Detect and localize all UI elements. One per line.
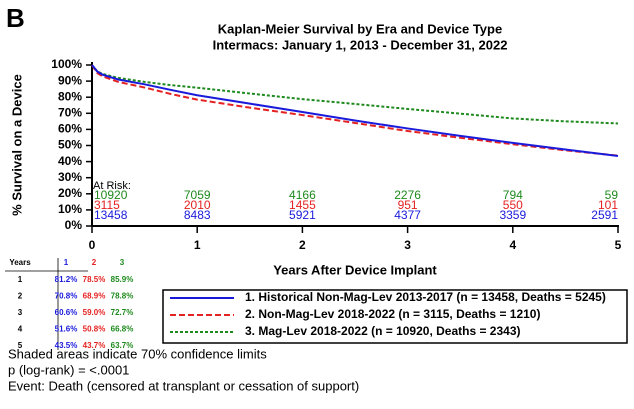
x-tick-label: 0 [89, 238, 96, 252]
x-tick-label: 3 [404, 238, 411, 252]
chart-subtitle: Intermacs: January 1, 2013 - December 31… [213, 37, 508, 52]
footnote: Event: Death (censored at transplant or … [8, 378, 359, 393]
legend-label: 2. Non-Mag-Lev 2018-2022 (n = 3115, Deat… [245, 307, 540, 321]
at-risk-count: 2591 [591, 208, 618, 222]
x-axis-label: Years After Device Implant [273, 262, 437, 277]
footnote: Shaded areas indicate 70% confidence lim… [8, 346, 267, 361]
at-risk-count: 13458 [94, 208, 128, 222]
table-header: 1 [64, 258, 69, 267]
x-tick-label: 2 [299, 238, 306, 252]
at-risk-count: 8483 [184, 208, 211, 222]
table-cell: 81.2% [55, 275, 78, 284]
x-tick-label: 1 [194, 238, 201, 252]
table-cell: 60.6% [55, 308, 78, 317]
at-risk-count: 7059 [184, 188, 211, 202]
at-risk-label: At Risk: [93, 180, 131, 192]
at-risk-count: 10920 [94, 188, 128, 202]
at-risk-count: 550 [503, 198, 523, 212]
y-tick-label: 10% [58, 202, 82, 216]
table-cell: 43.7% [83, 341, 106, 350]
x-tick-label: 5 [615, 238, 622, 252]
panel-label: B [6, 3, 25, 33]
y-axis-label: % Survival on a Device [9, 74, 24, 216]
y-tick-label: 100% [51, 57, 82, 71]
legend-box [162, 289, 628, 344]
x-tick-label: 4 [509, 238, 516, 252]
at-risk-count: 3359 [499, 208, 526, 222]
legend-label: 3. Mag-Lev 2018-2022 (n = 10920, Deaths … [245, 324, 521, 338]
survival-line [91, 64, 619, 157]
at-risk-count: 101 [598, 198, 618, 212]
table-header: 3 [120, 258, 125, 267]
legend-label: 1. Historical Non-Mag-Lev 2013-2017 (n =… [245, 290, 606, 304]
survival-line [91, 64, 619, 125]
survival-line [91, 64, 619, 157]
table-cell: 3 [18, 308, 23, 317]
at-risk-count: 951 [398, 198, 418, 212]
y-tick-label: 50% [58, 138, 82, 152]
at-risk-count: 4377 [394, 208, 421, 222]
table-cell: 72.7% [111, 308, 134, 317]
y-tick-label: 0% [65, 218, 83, 232]
at-risk-count: 4166 [289, 188, 316, 202]
table-cell: 2 [18, 292, 23, 301]
y-tick-label: 40% [58, 154, 82, 168]
at-risk-count: 3115 [94, 198, 120, 212]
table-cell: 66.8% [111, 325, 134, 334]
table-cell: 5 [18, 341, 23, 350]
table-cell: 63.7% [111, 341, 134, 350]
at-risk-count: 794 [503, 188, 523, 202]
at-risk-count: 2276 [394, 188, 421, 202]
table-cell: 50.8% [83, 325, 106, 334]
table-cell: 85.9% [111, 275, 134, 284]
table-cell: 68.9% [83, 292, 106, 301]
chart-title: Kaplan-Meier Survival by Era and Device … [218, 21, 502, 36]
footnote: p (log-rank) = <.0001 [8, 362, 129, 377]
table-cell: 51.6% [55, 325, 78, 334]
at-risk-count: 5921 [289, 208, 316, 222]
table-header: Years [9, 258, 31, 267]
at-risk-count: 1455 [289, 198, 316, 212]
y-tick-label: 90% [58, 73, 82, 87]
y-tick-label: 80% [58, 89, 82, 103]
at-risk-count: 59 [605, 188, 619, 202]
table-cell: 78.8% [111, 292, 134, 301]
y-tick-label: 70% [58, 105, 82, 119]
y-tick-label: 30% [58, 170, 82, 184]
at-risk-count: 2010 [184, 198, 211, 212]
table-header: 2 [92, 258, 97, 267]
y-tick-label: 20% [58, 186, 82, 200]
table-cell: 78.5% [83, 275, 106, 284]
table-cell: 1 [18, 275, 23, 284]
table-cell: 4 [18, 325, 23, 334]
y-tick-label: 60% [58, 122, 82, 136]
table-cell: 43.5% [55, 341, 78, 350]
table-cell: 59.0% [83, 308, 106, 317]
table-cell: 70.8% [55, 292, 78, 301]
